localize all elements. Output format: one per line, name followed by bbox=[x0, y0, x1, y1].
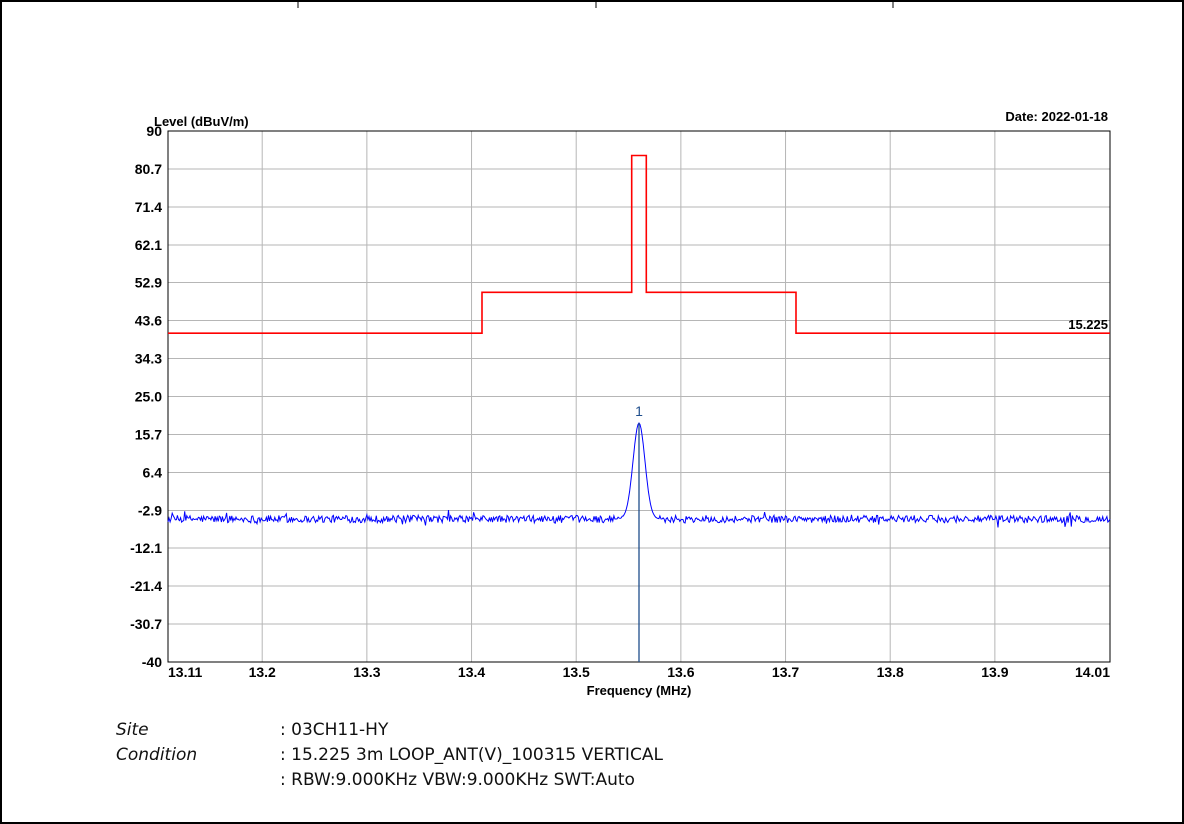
measurement-trace bbox=[167, 422, 1111, 528]
x-tick-label: 13.6 bbox=[667, 664, 694, 680]
y-tick-label: 15.7 bbox=[135, 426, 162, 442]
y-tick-label: -12.1 bbox=[130, 540, 162, 556]
x-tick-label: 13.5 bbox=[563, 664, 590, 680]
rbw-value: : RBW:9.000KHz VBW:9.000KHz SWT:Auto bbox=[280, 770, 635, 790]
measurement-info: Site : 03CH11-HY Condition : 15.225 3m L… bbox=[116, 718, 816, 793]
marker-layer: 1 bbox=[635, 403, 643, 662]
limit-line-layer bbox=[168, 154, 1110, 335]
y-tick-label: 80.7 bbox=[135, 161, 162, 177]
condition-value: : 15.225 3m LOOP_ANT(V)_100315 VERTICAL bbox=[280, 745, 663, 765]
date-label: Date: 2022-01-18 bbox=[1005, 109, 1108, 124]
y-tick-label: -2.9 bbox=[138, 502, 162, 518]
y-tick-label: -21.4 bbox=[130, 578, 162, 594]
x-tick-label: 13.3 bbox=[353, 664, 380, 680]
x-tick-label: 13.2 bbox=[249, 664, 276, 680]
marker-label: 1 bbox=[635, 403, 643, 419]
y-tick-label: 34.3 bbox=[135, 351, 162, 367]
condition-label: Condition bbox=[116, 745, 198, 765]
condition-row: Condition : 15.225 3m LOOP_ANT(V)_100315… bbox=[116, 743, 816, 768]
site-label: Site bbox=[116, 720, 149, 740]
y-tick-label: 25.0 bbox=[135, 389, 162, 405]
y-tick-label: -30.7 bbox=[130, 616, 162, 632]
top-dividers bbox=[297, 0, 894, 8]
y-tick-label: 71.4 bbox=[135, 199, 162, 215]
y-tick-label: -40 bbox=[142, 654, 162, 670]
limit-line-label: 15.225 bbox=[1068, 317, 1108, 332]
x-tick-label: 14.01 bbox=[1075, 664, 1110, 680]
x-tick-label: 13.9 bbox=[981, 664, 1008, 680]
limit-line bbox=[168, 154, 1110, 335]
site-row: Site : 03CH11-HY bbox=[116, 718, 816, 743]
x-tick-label: 13.7 bbox=[772, 664, 799, 680]
y-tick-label: 43.6 bbox=[135, 313, 162, 329]
measurement-trace-layer bbox=[167, 422, 1111, 528]
site-value: : 03CH11-HY bbox=[280, 720, 389, 740]
x-axis-label: Frequency (MHz) bbox=[587, 683, 692, 698]
y-tick-label: 90 bbox=[146, 123, 162, 139]
x-tick-label: 13.8 bbox=[877, 664, 904, 680]
y-tick-label: 52.9 bbox=[135, 275, 162, 291]
y-tick-label: 62.1 bbox=[135, 237, 162, 253]
rbw-row: : RBW:9.000KHz VBW:9.000KHz SWT:Auto bbox=[116, 768, 816, 793]
x-tick-label: 13.4 bbox=[458, 664, 485, 680]
x-tick-label: 13.11 bbox=[168, 664, 202, 680]
axis-label-layer: Level (dBuV/m) Frequency (MHz) Date: 202… bbox=[130, 109, 1110, 698]
y-axis-label: Level (dBuV/m) bbox=[154, 114, 249, 129]
y-tick-label: 6.4 bbox=[143, 464, 163, 480]
